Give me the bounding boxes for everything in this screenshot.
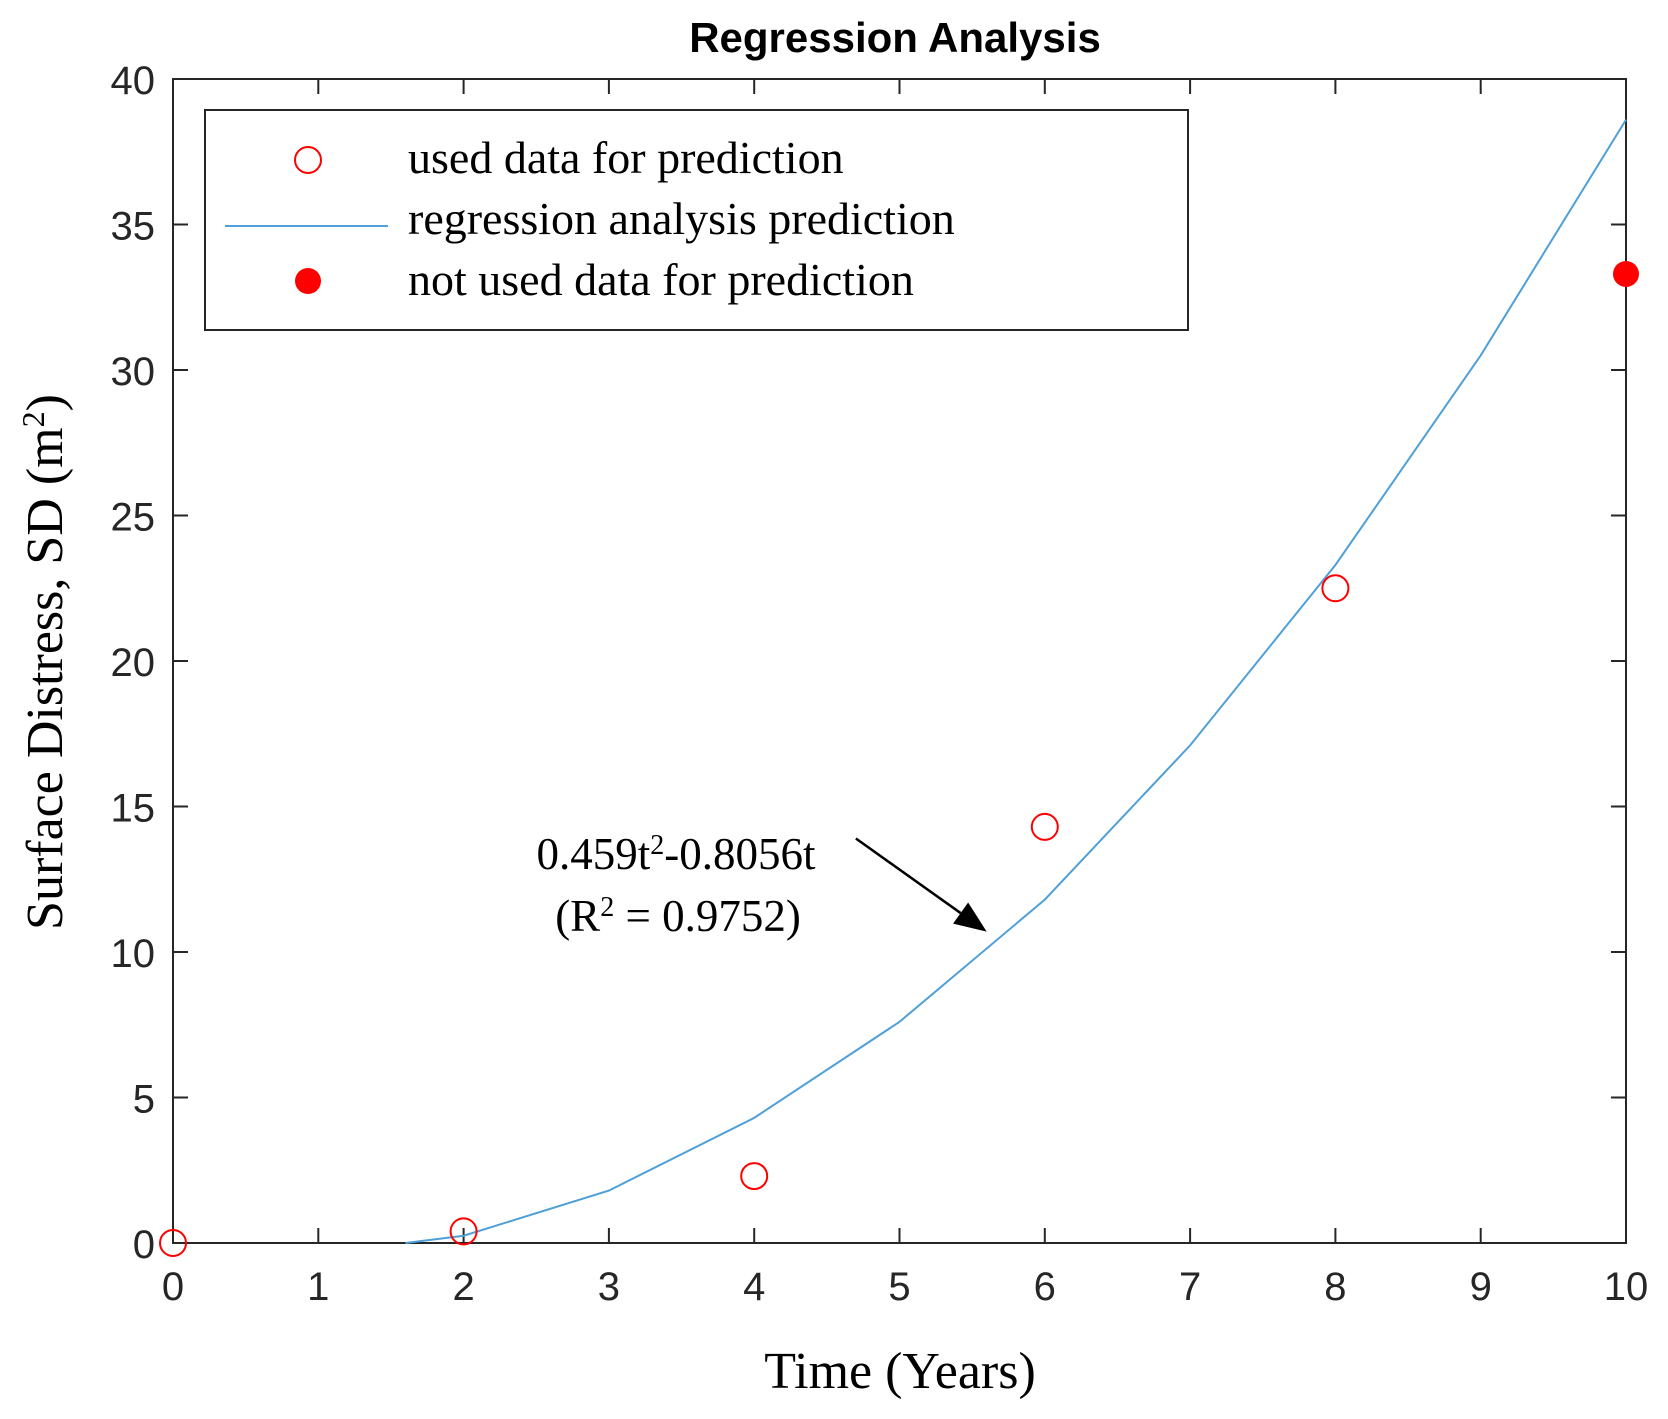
x-tick-label: 6 <box>1034 1265 1056 1309</box>
used-data-point <box>1321 574 1350 603</box>
y-tick-label: 15 <box>111 787 156 831</box>
x-tick-label: 3 <box>598 1265 620 1309</box>
r2-tail: = 0.9752) <box>614 891 801 941</box>
y-tick-label: 0 <box>133 1223 155 1267</box>
legend-filled-circle-marker <box>295 268 321 294</box>
x-axis-label: Time (Years) <box>764 1343 1036 1400</box>
x-tick-label: 0 <box>162 1265 184 1309</box>
legend-label-regression: regression analysis prediction <box>408 193 955 244</box>
y-axis-label-sup: 2 <box>15 411 51 427</box>
y-tick-label: 40 <box>111 59 156 103</box>
x-tick-label: 1 <box>307 1265 329 1309</box>
x-tick-label: 4 <box>743 1265 765 1309</box>
x-tick-label: 2 <box>452 1265 474 1309</box>
y-tick-label: 30 <box>111 350 156 394</box>
used-data-point <box>740 1162 769 1191</box>
y-tick-label: 35 <box>111 205 156 249</box>
y-axis-label: Surface Distress, SD (m2) <box>15 394 74 930</box>
x-tick-label: 10 <box>1604 1265 1649 1309</box>
equation-base: 0.459t <box>536 829 650 879</box>
y-axis-label-main: Surface Distress, SD (m <box>17 427 74 930</box>
r2-exponent: 2 <box>600 892 614 923</box>
used-data-point <box>449 1217 478 1246</box>
used-data-point <box>1030 812 1059 841</box>
equation-exponent: 2 <box>650 830 664 861</box>
x-tick-label: 7 <box>1179 1265 1201 1309</box>
axis-tick-labels: 0 1 2 3 4 5 6 7 8 9 10 0 5 10 15 20 25 30 35 40 <box>111 59 1649 1309</box>
arrow-shaft <box>855 837 962 915</box>
annotation-arrow <box>855 837 987 932</box>
equation-tail: -0.8056t <box>664 829 816 879</box>
x-tick-label: 8 <box>1324 1265 1346 1309</box>
legend-label-not-used-data: not used data for prediction <box>408 254 914 305</box>
r2-prefix: (R <box>555 891 600 941</box>
legend-label-used-data: used data for prediction <box>408 132 844 183</box>
y-axis-label-suffix: ) <box>17 394 74 411</box>
legend-open-circle-marker <box>294 146 322 174</box>
x-tick-label: 9 <box>1470 1265 1492 1309</box>
unused-data-point <box>1613 260 1639 287</box>
equation-annotation: 0.459t2-0.8056t <box>536 829 816 879</box>
series-layer <box>159 119 1639 1257</box>
used-data-point <box>159 1229 187 1257</box>
y-tick-label: 20 <box>111 641 156 685</box>
regression-line <box>405 119 1627 1244</box>
legend-box <box>204 109 1189 331</box>
y-tick-label: 10 <box>111 932 156 976</box>
r-squared-annotation: (R2 = 0.9752) <box>555 891 801 941</box>
x-tick-label: 5 <box>888 1265 910 1309</box>
y-tick-label: 25 <box>111 496 156 540</box>
chart-title: Regression Analysis <box>689 14 1101 61</box>
y-tick-label: 5 <box>133 1078 155 1122</box>
arrow-head <box>953 902 987 932</box>
